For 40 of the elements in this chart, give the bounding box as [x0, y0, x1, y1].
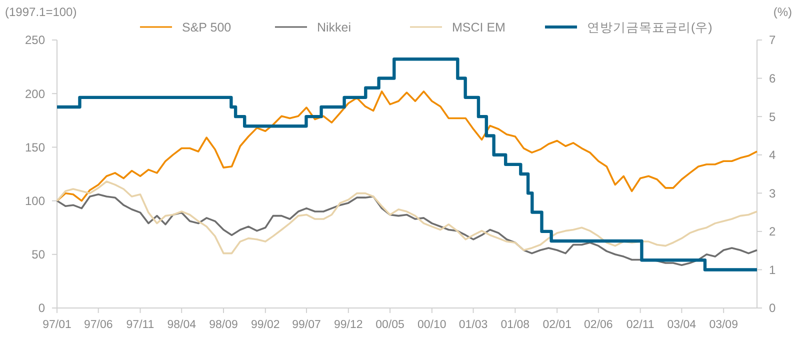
- x-tick-label: 00/10: [418, 319, 446, 331]
- legend-label: 연방기금목표금리(우): [587, 20, 712, 34]
- y2-tick-label: 4: [769, 148, 776, 162]
- x-tick-label: 03/09: [709, 319, 738, 331]
- x-tick-label: 97/11: [126, 319, 154, 331]
- y-tick-label: 250: [24, 33, 46, 48]
- y-axis-title: (1997.1=100): [5, 5, 77, 19]
- line-series: [56, 90, 758, 202]
- legend-label: S&P 500: [182, 20, 232, 34]
- x-tick-label: 99/02: [251, 319, 280, 331]
- y-tick-label: 100: [24, 194, 46, 208]
- legend-label: MSCI EM: [452, 20, 506, 34]
- y2-tick-label: 5: [769, 110, 776, 124]
- y2-tick-label: 1: [769, 262, 776, 277]
- x-tick-label: 03/04: [667, 319, 697, 331]
- x-tick-label: 98/04: [167, 319, 197, 331]
- y2-tick-label: 3: [769, 186, 776, 200]
- x-tick-label: 02/01: [542, 319, 572, 331]
- x-tick-label: 02/06: [584, 319, 613, 331]
- x-tick-label: 97/01: [42, 319, 72, 331]
- y-tick-label: 150: [24, 140, 46, 154]
- line-series: [56, 193, 758, 266]
- x-tick-label: 99/07: [292, 319, 321, 331]
- y2-tick-label: 0: [769, 301, 776, 316]
- y2-tick-label: 7: [769, 33, 776, 48]
- x-tick-label: 01/08: [500, 319, 530, 331]
- y2-tick-label: 2: [769, 224, 776, 239]
- x-tick-label: 02/11: [626, 319, 654, 331]
- y2-tick-label: 6: [769, 71, 776, 86]
- y-tick-label: 0: [38, 301, 46, 316]
- y-tick-label: 200: [24, 86, 46, 101]
- x-tick-label: 00/05: [376, 319, 404, 331]
- y-tick-label: 50: [32, 248, 46, 262]
- x-tick-label: 01/03: [458, 319, 488, 331]
- y2-axis-title: (%): [773, 5, 792, 19]
- line-series: [56, 180, 758, 254]
- x-tick-label: 98/09: [209, 319, 238, 331]
- legend-label: Nikkei: [317, 20, 352, 34]
- x-tick-label: 97/06: [84, 319, 113, 331]
- x-tick-label: 99/12: [334, 319, 363, 331]
